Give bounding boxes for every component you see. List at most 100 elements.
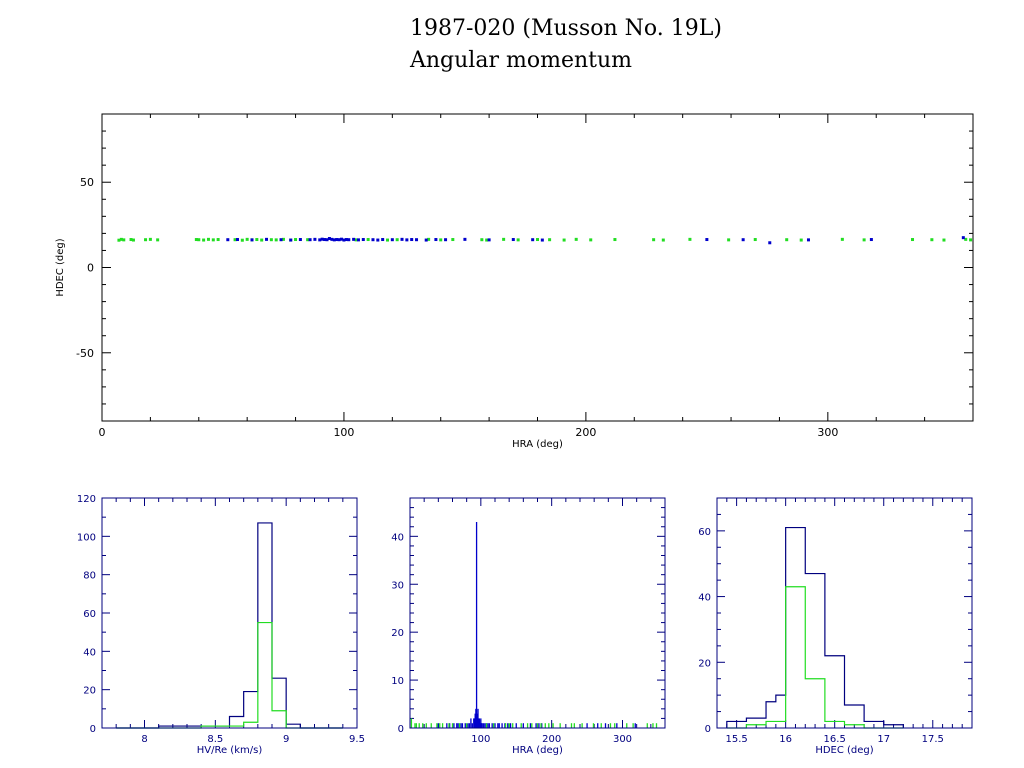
data-point [344,238,348,242]
y-tick-label: 0 [705,724,711,735]
data-point [279,238,283,242]
data-point [727,238,731,242]
data-point [531,238,535,242]
y-tick-label: 40 [698,593,711,604]
data-point [335,238,339,242]
data-point [487,238,491,242]
data-point [216,238,220,242]
data-point [240,238,244,242]
plot-frame [101,497,358,729]
data-point [197,238,201,242]
data-point [964,237,968,241]
data-point [410,238,414,242]
histogram-2: 100 200 300 0 10 20 30 40 HRA (deg) [391,497,666,756]
data-point [434,238,438,242]
data-point [562,238,566,242]
x-tick-label: 9 [283,734,289,745]
data-point [911,238,915,242]
data-point [385,238,389,242]
data-point [485,238,489,242]
x-tick-label: 8 [141,734,147,745]
y-tick-label: 20 [83,686,96,697]
data-point [325,238,329,242]
data-point [250,238,254,242]
data-point [265,237,269,241]
histogram-series [116,522,343,729]
y-tick-label: 0 [90,724,96,735]
x-tick-label: 16.5 [824,734,846,745]
histogram-series [726,526,904,728]
x-tick-label: 100 [471,734,490,745]
data-point [424,238,428,242]
data-point [274,238,278,242]
data-point [613,238,617,242]
data-point [342,238,346,242]
data-point [356,238,360,242]
data-point [306,238,310,242]
data-point [511,238,515,242]
y-tick-label: 10 [391,676,404,687]
data-point [308,238,312,242]
data-point [400,237,404,241]
data-point [516,238,520,242]
data-point [235,238,239,242]
x-tick-label: 17.5 [922,734,944,745]
data-point [451,238,455,242]
data-point [354,238,358,242]
data-point [129,238,133,242]
data-point [705,238,709,242]
data-point [260,238,264,242]
data-point [294,238,298,242]
scatter-plot: 0 100 200 300 -50 0 50 HRA (deg) HDEC (deg) [55,113,974,450]
x-tick-label: 300 [613,734,632,745]
y-axis-label: HDEC (deg) [55,238,66,296]
data-point [502,237,506,241]
x-tick-label: 15.5 [725,734,747,745]
data-point [194,238,198,242]
y-tick-label: -50 [76,347,94,360]
y-tick-label: 120 [77,494,96,505]
data-point [768,241,772,245]
data-point [206,237,210,241]
data-point [869,238,873,242]
data-point [233,238,237,242]
data-point [202,238,206,242]
x-tick-label: 9.5 [349,734,365,745]
y-tick-label: 0 [87,262,94,275]
data-point [318,238,322,242]
x-axis-label: HRA (deg) [512,745,563,756]
data-point [144,238,148,242]
data-point [327,237,331,241]
y-tick-label: 30 [391,580,404,591]
histogram-series [726,586,904,729]
histogram-3: 15.5 16 16.5 17 17.5 0 20 40 60 HDEC (deg) [698,497,973,756]
data-point [332,238,336,242]
data-point [330,237,334,241]
data-point [652,238,656,242]
chart-subtitle: Angular momentum [410,48,632,73]
data-point [289,238,293,242]
x-tick-label: 17 [877,734,890,745]
y-tick-label: 100 [77,532,96,543]
data-point [366,238,370,242]
x-tick-label: 200 [542,734,561,745]
x-axis-label: HDEC (deg) [815,745,873,756]
histogram-1: 8 8.5 9 9.5 0 20 40 60 80 100 120 HV/Re (km/s) [77,494,365,756]
data-point [661,238,665,242]
x-axis-label: HRA (deg) [512,439,563,450]
data-point [122,238,126,242]
data-point [540,238,544,242]
x-tick-label: 100 [333,426,354,439]
data-point [785,238,789,242]
data-point [255,238,259,242]
data-point [390,238,394,242]
data-point [930,238,934,242]
x-tick-label: 300 [817,426,838,439]
data-point [340,237,344,241]
data-point [281,237,285,241]
data-point [226,238,230,242]
data-point [840,237,844,241]
data-point [117,238,121,242]
data-point [961,236,965,240]
